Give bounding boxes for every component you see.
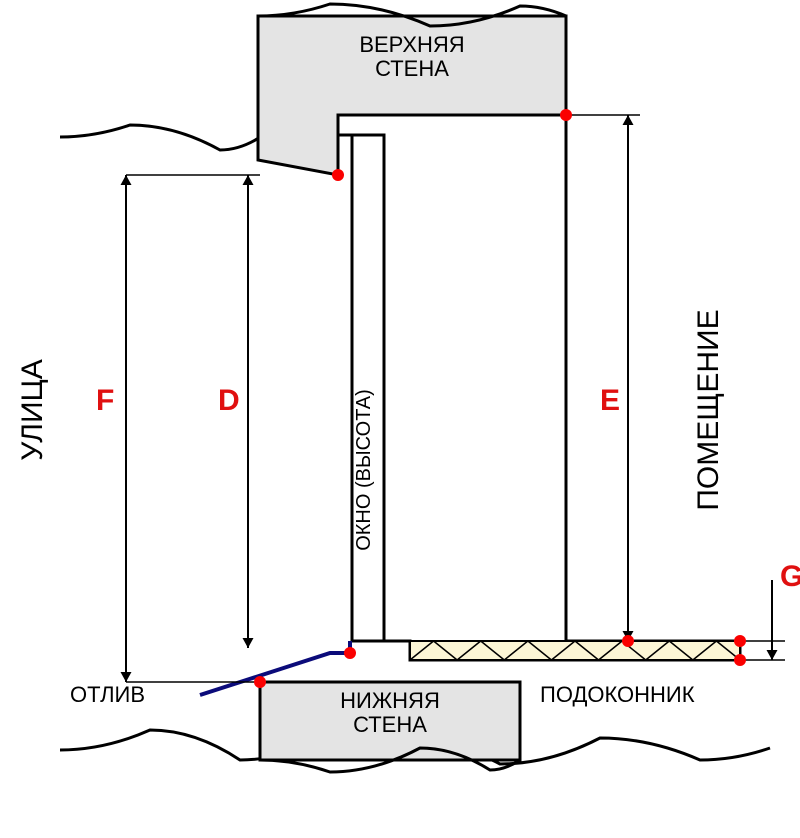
diagram-root: { "canvas":{"w":800,"h":838,"bg":"#fffff… xyxy=(0,0,800,838)
dim-label-E: E xyxy=(600,384,620,417)
label-drip: ОТЛИВ xyxy=(70,682,145,707)
marker-dot xyxy=(734,635,746,647)
svg-text:ВЕРХНЯЯСТЕНА: ВЕРХНЯЯСТЕНА xyxy=(359,32,464,81)
label-room: ПОМЕЩЕНИЕ xyxy=(692,309,725,510)
dim-label-D: D xyxy=(218,384,240,417)
marker-dot xyxy=(332,169,344,181)
svg-text:ОКНО (ВЫСОТА): ОКНО (ВЫСОТА) xyxy=(353,389,375,551)
dim-label-F: F xyxy=(96,384,114,417)
window-frame xyxy=(352,135,384,641)
marker-dot xyxy=(560,109,572,121)
diagram-svg: ВЕРХНЯЯСТЕНА ОКНО (ВЫСОТА) НИЖНЯЯСТЕНА F D E G… xyxy=(0,0,800,838)
label-street: УЛИЦА xyxy=(16,359,49,461)
marker-dot xyxy=(734,654,746,666)
marker-dot xyxy=(344,647,356,659)
marker-dot xyxy=(622,635,634,647)
label-sill: ПОДОКОННИК xyxy=(540,682,695,707)
dim-label-G: G xyxy=(780,560,800,593)
marker-dot xyxy=(254,676,266,688)
svg-text:НИЖНЯЯСТЕНА: НИЖНЯЯСТЕНА xyxy=(340,688,440,737)
